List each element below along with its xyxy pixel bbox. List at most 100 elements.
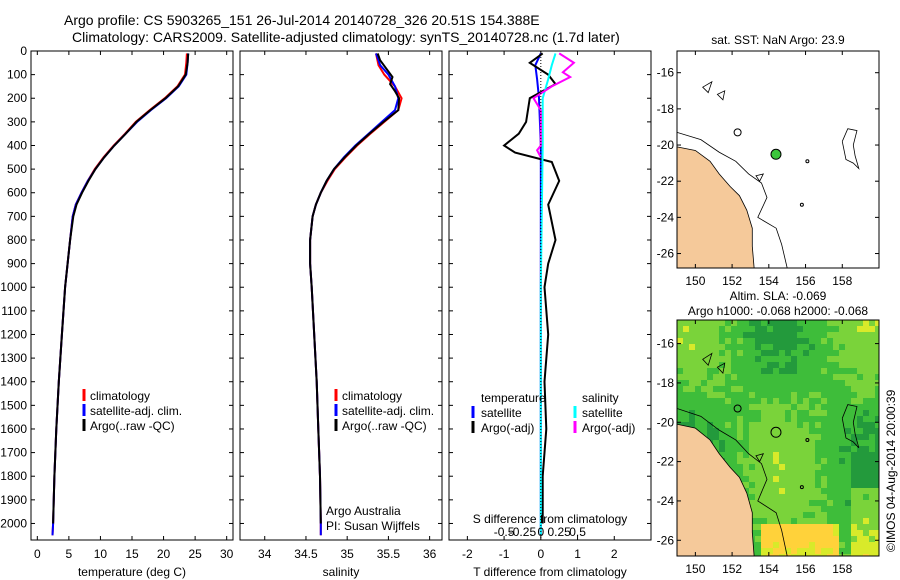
sla-cell (719, 416, 725, 422)
map-x-tick-label: 154 (759, 562, 779, 576)
sla-cell (725, 320, 731, 326)
sla-cell (749, 362, 755, 368)
sla-cell (785, 452, 791, 458)
sla-cell (869, 332, 875, 338)
sla-cell (761, 446, 767, 452)
series-line-argo-raw-qc- (309, 53, 401, 524)
sla-cell (785, 494, 791, 500)
sla-cell (839, 326, 845, 332)
sla-cell (797, 398, 803, 404)
sla-cell (875, 530, 879, 536)
x-tick-label: -1 (499, 547, 510, 561)
sla-cell (677, 338, 683, 344)
sla-cell (767, 320, 773, 326)
sla-cell (857, 356, 863, 362)
sla-cell (863, 488, 869, 494)
sla-cell (815, 332, 821, 338)
sla-cell (857, 398, 863, 404)
sla-cell (737, 362, 743, 368)
sla-cell (851, 476, 857, 482)
sla-cell (719, 350, 725, 356)
sla-cell (731, 434, 737, 440)
sla-cell (827, 374, 833, 380)
sla-cell (761, 500, 767, 506)
sla-cell (857, 326, 863, 332)
sla-cell (875, 344, 879, 350)
sla-cell (803, 428, 809, 434)
sla-cell (815, 518, 821, 524)
sla-cell (737, 320, 743, 326)
sla-cell (749, 470, 755, 476)
sla-cell (713, 392, 719, 398)
sla-cell (737, 404, 743, 410)
sla-cell (755, 500, 761, 506)
sla-cell (785, 410, 791, 416)
legend-label: Argo(..raw -QC) (90, 419, 175, 433)
sla-cell (827, 512, 833, 518)
sla-cell (857, 386, 863, 392)
sla-cell (869, 320, 875, 326)
sla-cell (857, 410, 863, 416)
sla-cell (863, 452, 869, 458)
sla-cell (719, 398, 725, 404)
sla-cell (833, 386, 839, 392)
y-tick-label: 1800 (0, 469, 27, 483)
sla-cell (695, 344, 701, 350)
sla-cell (797, 368, 803, 374)
sla-cell (845, 404, 851, 410)
sla-cell (815, 416, 821, 422)
sla-cell (857, 494, 863, 500)
sla-cell (845, 488, 851, 494)
y-tick-label: 800 (7, 233, 27, 247)
x-tick-label: 30 (220, 547, 234, 561)
sla-cell (863, 518, 869, 524)
sla-cell (695, 320, 701, 326)
sla-cell (863, 398, 869, 404)
sla-cell (839, 524, 845, 530)
legend-label: climatology (90, 389, 150, 403)
sla-cell (815, 434, 821, 440)
sla-cell (731, 338, 737, 344)
sla-cell (761, 434, 767, 440)
sla-cell (731, 374, 737, 380)
sla-cell (839, 350, 845, 356)
sla-cell (839, 380, 845, 386)
sla-cell (803, 446, 809, 452)
sla-cell (767, 362, 773, 368)
map-x-tick-label: 156 (796, 274, 816, 288)
sla-cell (791, 326, 797, 332)
sla-cell (851, 506, 857, 512)
sla-cell (851, 392, 857, 398)
sla-cell (839, 452, 845, 458)
sla-cell (755, 386, 761, 392)
sla-cell (839, 500, 845, 506)
sla-cell (809, 332, 815, 338)
sla-cell (851, 458, 857, 464)
sla-cell (797, 350, 803, 356)
sla-cell (689, 380, 695, 386)
sla-cell (743, 344, 749, 350)
sla-cell (803, 530, 809, 536)
map-y-tick-label: -22 (657, 174, 675, 188)
sla-cell (875, 338, 879, 344)
sla-cell (803, 506, 809, 512)
sla-cell (761, 440, 767, 446)
sla-cell (743, 320, 749, 326)
sla-cell (815, 410, 821, 416)
sla-cell (773, 476, 779, 482)
sla-cell (875, 332, 879, 338)
sla-cell (767, 530, 773, 536)
sla-cell (833, 482, 839, 488)
sla-cell (773, 440, 779, 446)
sla-cell (779, 512, 785, 518)
sla-cell (815, 338, 821, 344)
sla-cell (707, 344, 713, 350)
x-tick-label: 34 (258, 547, 272, 561)
sla-cell (827, 356, 833, 362)
sla-cell (677, 416, 683, 422)
sla-cell (845, 530, 851, 536)
map-x-tick-label: 150 (685, 562, 705, 576)
plot-frame (448, 50, 652, 541)
island-outline (755, 453, 765, 463)
annotation-line: PI: Susan Wijffels (326, 519, 420, 533)
